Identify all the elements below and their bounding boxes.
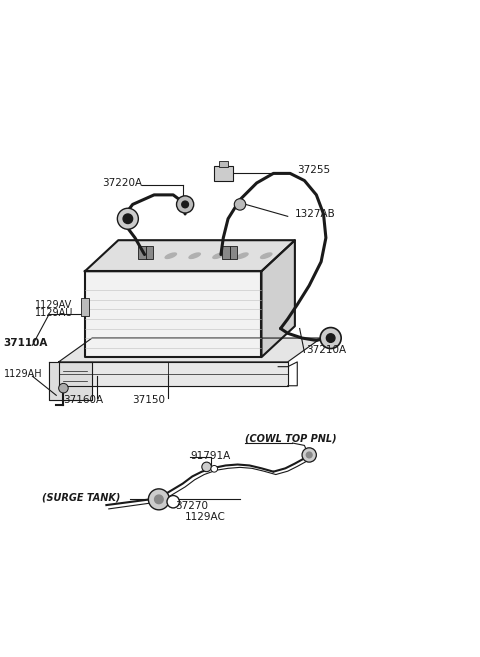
Circle shape — [202, 462, 211, 472]
Polygon shape — [85, 240, 295, 271]
Circle shape — [155, 495, 163, 504]
Text: 1327AB: 1327AB — [295, 209, 336, 219]
Ellipse shape — [237, 253, 248, 258]
Bar — [218, 162, 228, 167]
Circle shape — [234, 198, 246, 210]
Ellipse shape — [213, 253, 224, 258]
Circle shape — [320, 328, 341, 349]
Text: 1129AU: 1129AU — [35, 308, 73, 318]
Bar — [222, 246, 230, 259]
Text: 37220A: 37220A — [102, 178, 142, 188]
Ellipse shape — [141, 253, 153, 258]
Circle shape — [182, 201, 189, 208]
Text: 37210A: 37210A — [306, 345, 346, 355]
Circle shape — [123, 214, 132, 223]
Circle shape — [177, 196, 194, 213]
Circle shape — [211, 465, 217, 472]
Circle shape — [306, 452, 312, 458]
Text: 37270: 37270 — [176, 501, 209, 511]
Circle shape — [302, 448, 316, 462]
Circle shape — [167, 495, 180, 508]
Circle shape — [326, 334, 335, 342]
Circle shape — [59, 384, 68, 393]
Text: (COWL TOP PNL): (COWL TOP PNL) — [245, 433, 336, 443]
Ellipse shape — [189, 253, 200, 258]
Bar — [214, 166, 233, 181]
Circle shape — [117, 208, 138, 229]
Text: (SURGE TANK): (SURGE TANK) — [42, 493, 120, 503]
Bar — [138, 246, 147, 259]
Ellipse shape — [261, 253, 272, 258]
Bar — [230, 246, 237, 259]
Text: 1129AC: 1129AC — [185, 512, 226, 522]
Text: 37150: 37150 — [132, 395, 166, 405]
Polygon shape — [49, 362, 92, 400]
Text: 37255: 37255 — [297, 165, 330, 175]
Polygon shape — [262, 240, 295, 357]
Ellipse shape — [165, 253, 177, 258]
Text: 1129AV: 1129AV — [35, 300, 72, 309]
Bar — [81, 298, 89, 315]
Polygon shape — [59, 362, 288, 386]
Text: 37110A: 37110A — [4, 338, 48, 348]
Polygon shape — [85, 271, 262, 357]
Bar — [146, 246, 153, 259]
Circle shape — [148, 489, 169, 510]
Text: 91791A: 91791A — [190, 451, 230, 461]
Polygon shape — [59, 338, 321, 362]
Text: 1129AH: 1129AH — [4, 369, 42, 379]
Text: 37160A: 37160A — [63, 395, 104, 405]
